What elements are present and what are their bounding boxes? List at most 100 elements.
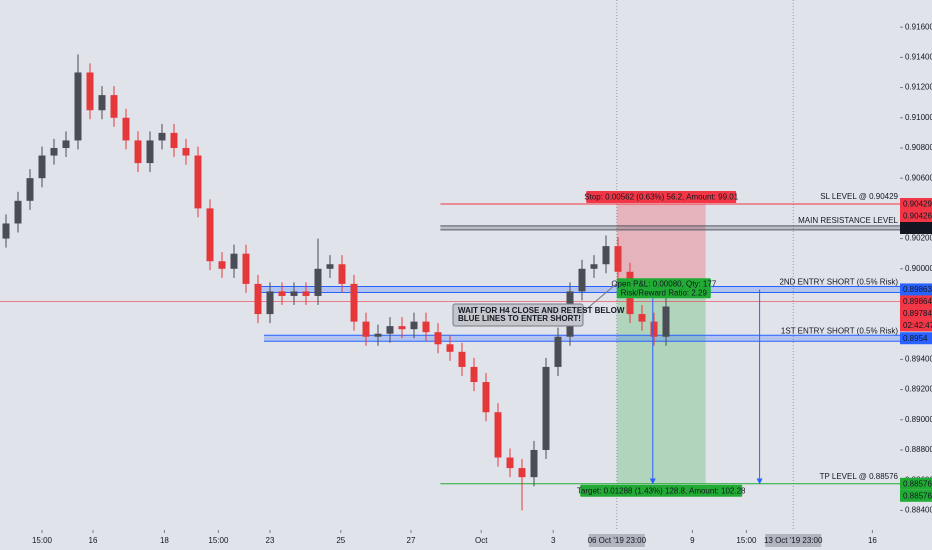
x-tick-label: 3	[551, 536, 556, 545]
x-tick-label: 27	[407, 536, 416, 545]
candle-body	[2, 223, 10, 239]
candle-body	[122, 117, 130, 141]
level-band	[264, 335, 900, 342]
price-marker-box	[900, 221, 932, 234]
x-tick-highlight	[588, 534, 645, 547]
candle-body	[62, 140, 70, 148]
time-axis	[0, 530, 900, 550]
candle-body	[314, 268, 322, 296]
y-tick-label: 0.90600	[905, 173, 932, 182]
x-tick-label: Oct	[475, 536, 488, 545]
candle-body	[242, 253, 250, 284]
price-marker-label: 0.90426	[903, 212, 932, 221]
x-tick-label: 15:00	[208, 536, 229, 545]
candle-body	[470, 366, 478, 383]
candle-body	[602, 246, 610, 265]
candle-body	[650, 321, 658, 337]
candle-body	[638, 314, 646, 322]
candle-body	[230, 253, 238, 269]
position-label-box	[580, 484, 743, 497]
candle-body	[542, 366, 550, 450]
x-tick-label: 16	[89, 536, 98, 545]
y-tick-label: 0.90000	[905, 264, 932, 273]
x-tick-label: 23	[266, 536, 275, 545]
candle-body	[482, 382, 490, 413]
x-tick-label: 13 Oct '19 23:00	[764, 536, 823, 545]
price-marker-box	[900, 197, 932, 210]
y-tick-label: 0.91200	[905, 83, 932, 92]
candle-body	[578, 268, 586, 292]
candle-body	[386, 326, 394, 334]
rr-label: Risk/Reward Ratio: 2.29	[621, 288, 708, 297]
candle-body	[74, 72, 82, 141]
candle-body	[422, 321, 430, 333]
countdown-label: 02:42:47	[903, 321, 932, 330]
position-label: Stop: 0.00562 (0.63%) 56.2, Amount: 99.0…	[584, 193, 738, 202]
candle-body	[326, 264, 334, 269]
y-tick-label: 0.89200	[905, 385, 932, 394]
x-tick-label: 18	[160, 536, 169, 545]
candle-body	[530, 449, 538, 478]
x-tick-label: 15:00	[736, 536, 757, 545]
candle-body	[182, 147, 190, 156]
price-marker-label: 0.90271	[903, 224, 932, 233]
candle-body	[662, 306, 670, 337]
candle-body	[590, 264, 598, 269]
y-tick-label: 0.88800	[905, 445, 932, 454]
candle-body	[146, 140, 154, 164]
candle-body	[170, 132, 178, 148]
candle-body	[26, 178, 34, 201]
price-marker-box	[900, 209, 932, 222]
y-tick-label: 0.91600	[905, 22, 932, 31]
level-band	[440, 225, 900, 230]
candle-body	[194, 155, 202, 209]
level-label: SL LEVEL @ 0.90429	[820, 192, 898, 201]
candle-body	[86, 72, 94, 111]
candle-body	[362, 321, 370, 337]
price-marker-box	[900, 489, 932, 502]
y-tick-label: 0.88400	[905, 505, 932, 514]
level-label: TP LEVEL @ 0.88576	[820, 472, 899, 481]
price-marker-label: 0.89784	[903, 309, 932, 318]
candle-body	[518, 468, 526, 478]
candle-body	[158, 132, 166, 141]
price-marker-label: 0.90429	[903, 200, 932, 209]
level-label: 1ST ENTRY SHORT (0.5% Risk)	[781, 326, 898, 335]
price-marker-box	[900, 332, 932, 345]
candle-body	[38, 155, 46, 179]
candle-body	[350, 283, 358, 322]
annotation-text: BLUE LINES TO ENTER SHORT!	[458, 314, 581, 323]
annotation-box	[452, 303, 584, 327]
candle-body	[398, 326, 406, 330]
candle-body	[110, 95, 118, 118]
candle-body	[278, 291, 286, 296]
price-marker-label: 0.88576	[903, 479, 932, 488]
y-tick-label: 0.90800	[905, 143, 932, 152]
price-marker-label: 0.89863	[903, 285, 932, 294]
x-tick-label: 15:00	[32, 536, 53, 545]
candle-body	[434, 332, 442, 345]
position-label-box	[586, 190, 737, 203]
y-tick-label: 0.90200	[905, 234, 932, 243]
x-tick-label: 9	[690, 536, 695, 545]
annotation-text: WAIT FOR H4 CLOSE AND RETEST BELOW	[458, 306, 625, 315]
x-tick-highlight	[765, 534, 822, 547]
candle-body	[254, 283, 262, 315]
level-label: 2ND ENTRY SHORT (0.5% Risk)	[779, 278, 898, 287]
x-tick-label: 25	[336, 536, 345, 545]
position-label: Target: 0.01288 (1.43%) 128.8, Amount: 1…	[577, 486, 746, 495]
x-tick-label: 16	[868, 536, 877, 545]
candle-body	[302, 291, 310, 296]
pnl-label: Open P&L: 0.00080, Qty: 177	[611, 279, 717, 288]
y-tick-label: 0.89000	[905, 415, 932, 424]
countdown-box	[900, 319, 932, 332]
candle-body	[290, 291, 298, 296]
candle-body	[614, 246, 622, 272]
price-marker-label: 0.89864	[903, 297, 932, 306]
candle-body	[50, 147, 58, 156]
candle-body	[410, 321, 418, 330]
pnl-box	[616, 278, 711, 299]
candle-body	[206, 208, 214, 262]
x-tick-label: 06 Oct '19 23:00	[588, 536, 647, 545]
